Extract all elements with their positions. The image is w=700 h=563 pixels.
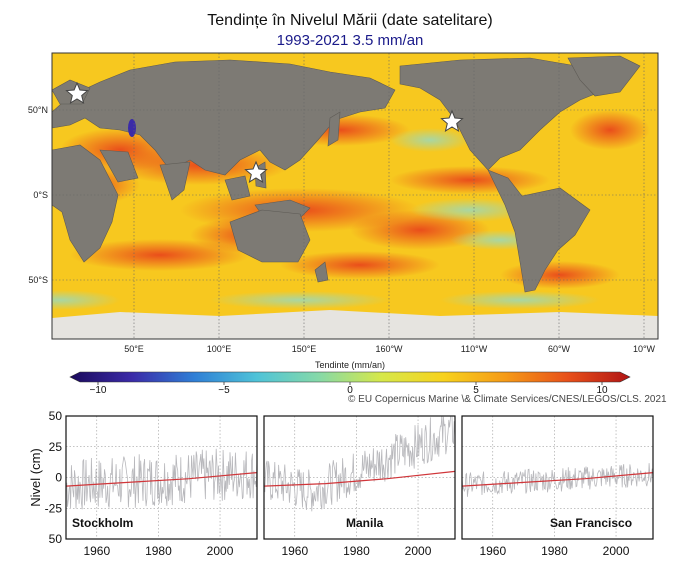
- landmass: [52, 59, 396, 176]
- cool-region: [52, 290, 120, 310]
- map-body: [52, 53, 658, 339]
- cool-region: [440, 291, 600, 309]
- copyright-credit: © EU Copernicus Marine \& Climate Servic…: [348, 394, 667, 405]
- landmass: [99, 149, 139, 183]
- panel-x-tick-label: 1980: [343, 544, 370, 558]
- landmass: [224, 175, 251, 201]
- chart-subtitle: 1993-2021 3.5 mm/an: [276, 32, 424, 49]
- station-label: Stockholm: [72, 516, 133, 530]
- panel-manila: Manila 1960 1980 2000: [263, 415, 456, 558]
- cool-region: [390, 128, 470, 152]
- map-x-tick-label: 150°E: [292, 344, 317, 354]
- panel-frame: [461, 415, 654, 540]
- antarctica: [52, 310, 658, 339]
- trend-line: [263, 470, 456, 487]
- map-x-tick-label: 10°W: [633, 344, 656, 354]
- landmass: [567, 55, 641, 97]
- station-label: Manila: [346, 516, 384, 530]
- panel-y-tick-label: 50: [49, 409, 63, 423]
- colorbar-label: Tendinte (mm/an): [315, 360, 385, 370]
- panel-san-francisco: San Francisco 1960 1980 2000: [461, 415, 654, 558]
- landmass: [229, 209, 311, 263]
- landmass: [52, 144, 119, 263]
- panel-y-tick-label: 25: [49, 440, 63, 454]
- map-x-tick-label: 50°E: [124, 344, 144, 354]
- panel-x-tick-label: 2000: [405, 544, 432, 558]
- map-y-tick-label: 50°N: [28, 105, 48, 115]
- panel-frame: [65, 415, 258, 540]
- panel-x-tick-label: 1980: [541, 544, 568, 558]
- landmass: [159, 161, 191, 201]
- warm-region: [570, 110, 650, 150]
- y-axis-label: Nivel (cm): [28, 448, 43, 507]
- map-x-tick-label: 100°E: [207, 344, 232, 354]
- panel-x-tick-label: 2000: [603, 544, 630, 558]
- colorbar-tick-label: 0: [347, 385, 353, 396]
- colorbar-tick-label: −10: [90, 385, 107, 396]
- map-y-tick-label: 0°S: [33, 190, 48, 200]
- warm-region: [70, 239, 250, 271]
- landmass: [487, 169, 591, 293]
- tide-gauge-series: [264, 416, 455, 512]
- panel-x-tick-label: 2000: [207, 544, 234, 558]
- tide-gauge-star-manila: [244, 160, 268, 183]
- map-x-tick-label: 160°W: [375, 344, 403, 354]
- trend-line: [461, 472, 654, 487]
- chart-title: Tendințe în Nivelul Mării (date satelita…: [207, 12, 493, 29]
- panel-x-tick-label: 1960: [83, 544, 110, 558]
- tide-gauge-star-stockholm: [65, 81, 89, 104]
- map-y-tick-label: 50°S: [28, 275, 48, 285]
- landmass: [327, 111, 341, 147]
- colorbar: [69, 371, 631, 383]
- map-frame: [51, 52, 659, 340]
- colorbar-tick-label: 10: [596, 385, 608, 396]
- cool-region: [410, 198, 530, 222]
- tide-gauge-star-san-francisco: [440, 109, 464, 132]
- panel-x-tick-label: 1960: [479, 544, 506, 558]
- landmass: [314, 261, 329, 283]
- colorbar-tick-label: 5: [473, 385, 479, 396]
- map-x-tick-label: 60°W: [548, 344, 571, 354]
- panel-frame: [263, 415, 456, 540]
- tide-gauge-series: [66, 448, 257, 510]
- panel-y-tick-label: 0: [55, 471, 62, 485]
- map-x-tick-label: 110°W: [461, 344, 488, 354]
- colorbar-tick-label: −5: [218, 385, 230, 396]
- panel-x-tick-label: 1960: [281, 544, 308, 558]
- panel-y-tick-label: -25: [45, 501, 63, 515]
- panel-y-tick-label: 50: [49, 532, 63, 546]
- trend-line: [65, 472, 258, 487]
- panel-x-tick-label: 1980: [145, 544, 172, 558]
- sea-level-map: 50°E 100°E 150°E 160°W 110°W 60°W 10°W 50°N 0°S 5…: [28, 52, 659, 396]
- cool-region: [210, 291, 390, 309]
- station-label: San Francisco: [550, 516, 632, 530]
- panel-stockholm: Stockholm 1960 1980 2000: [65, 415, 258, 558]
